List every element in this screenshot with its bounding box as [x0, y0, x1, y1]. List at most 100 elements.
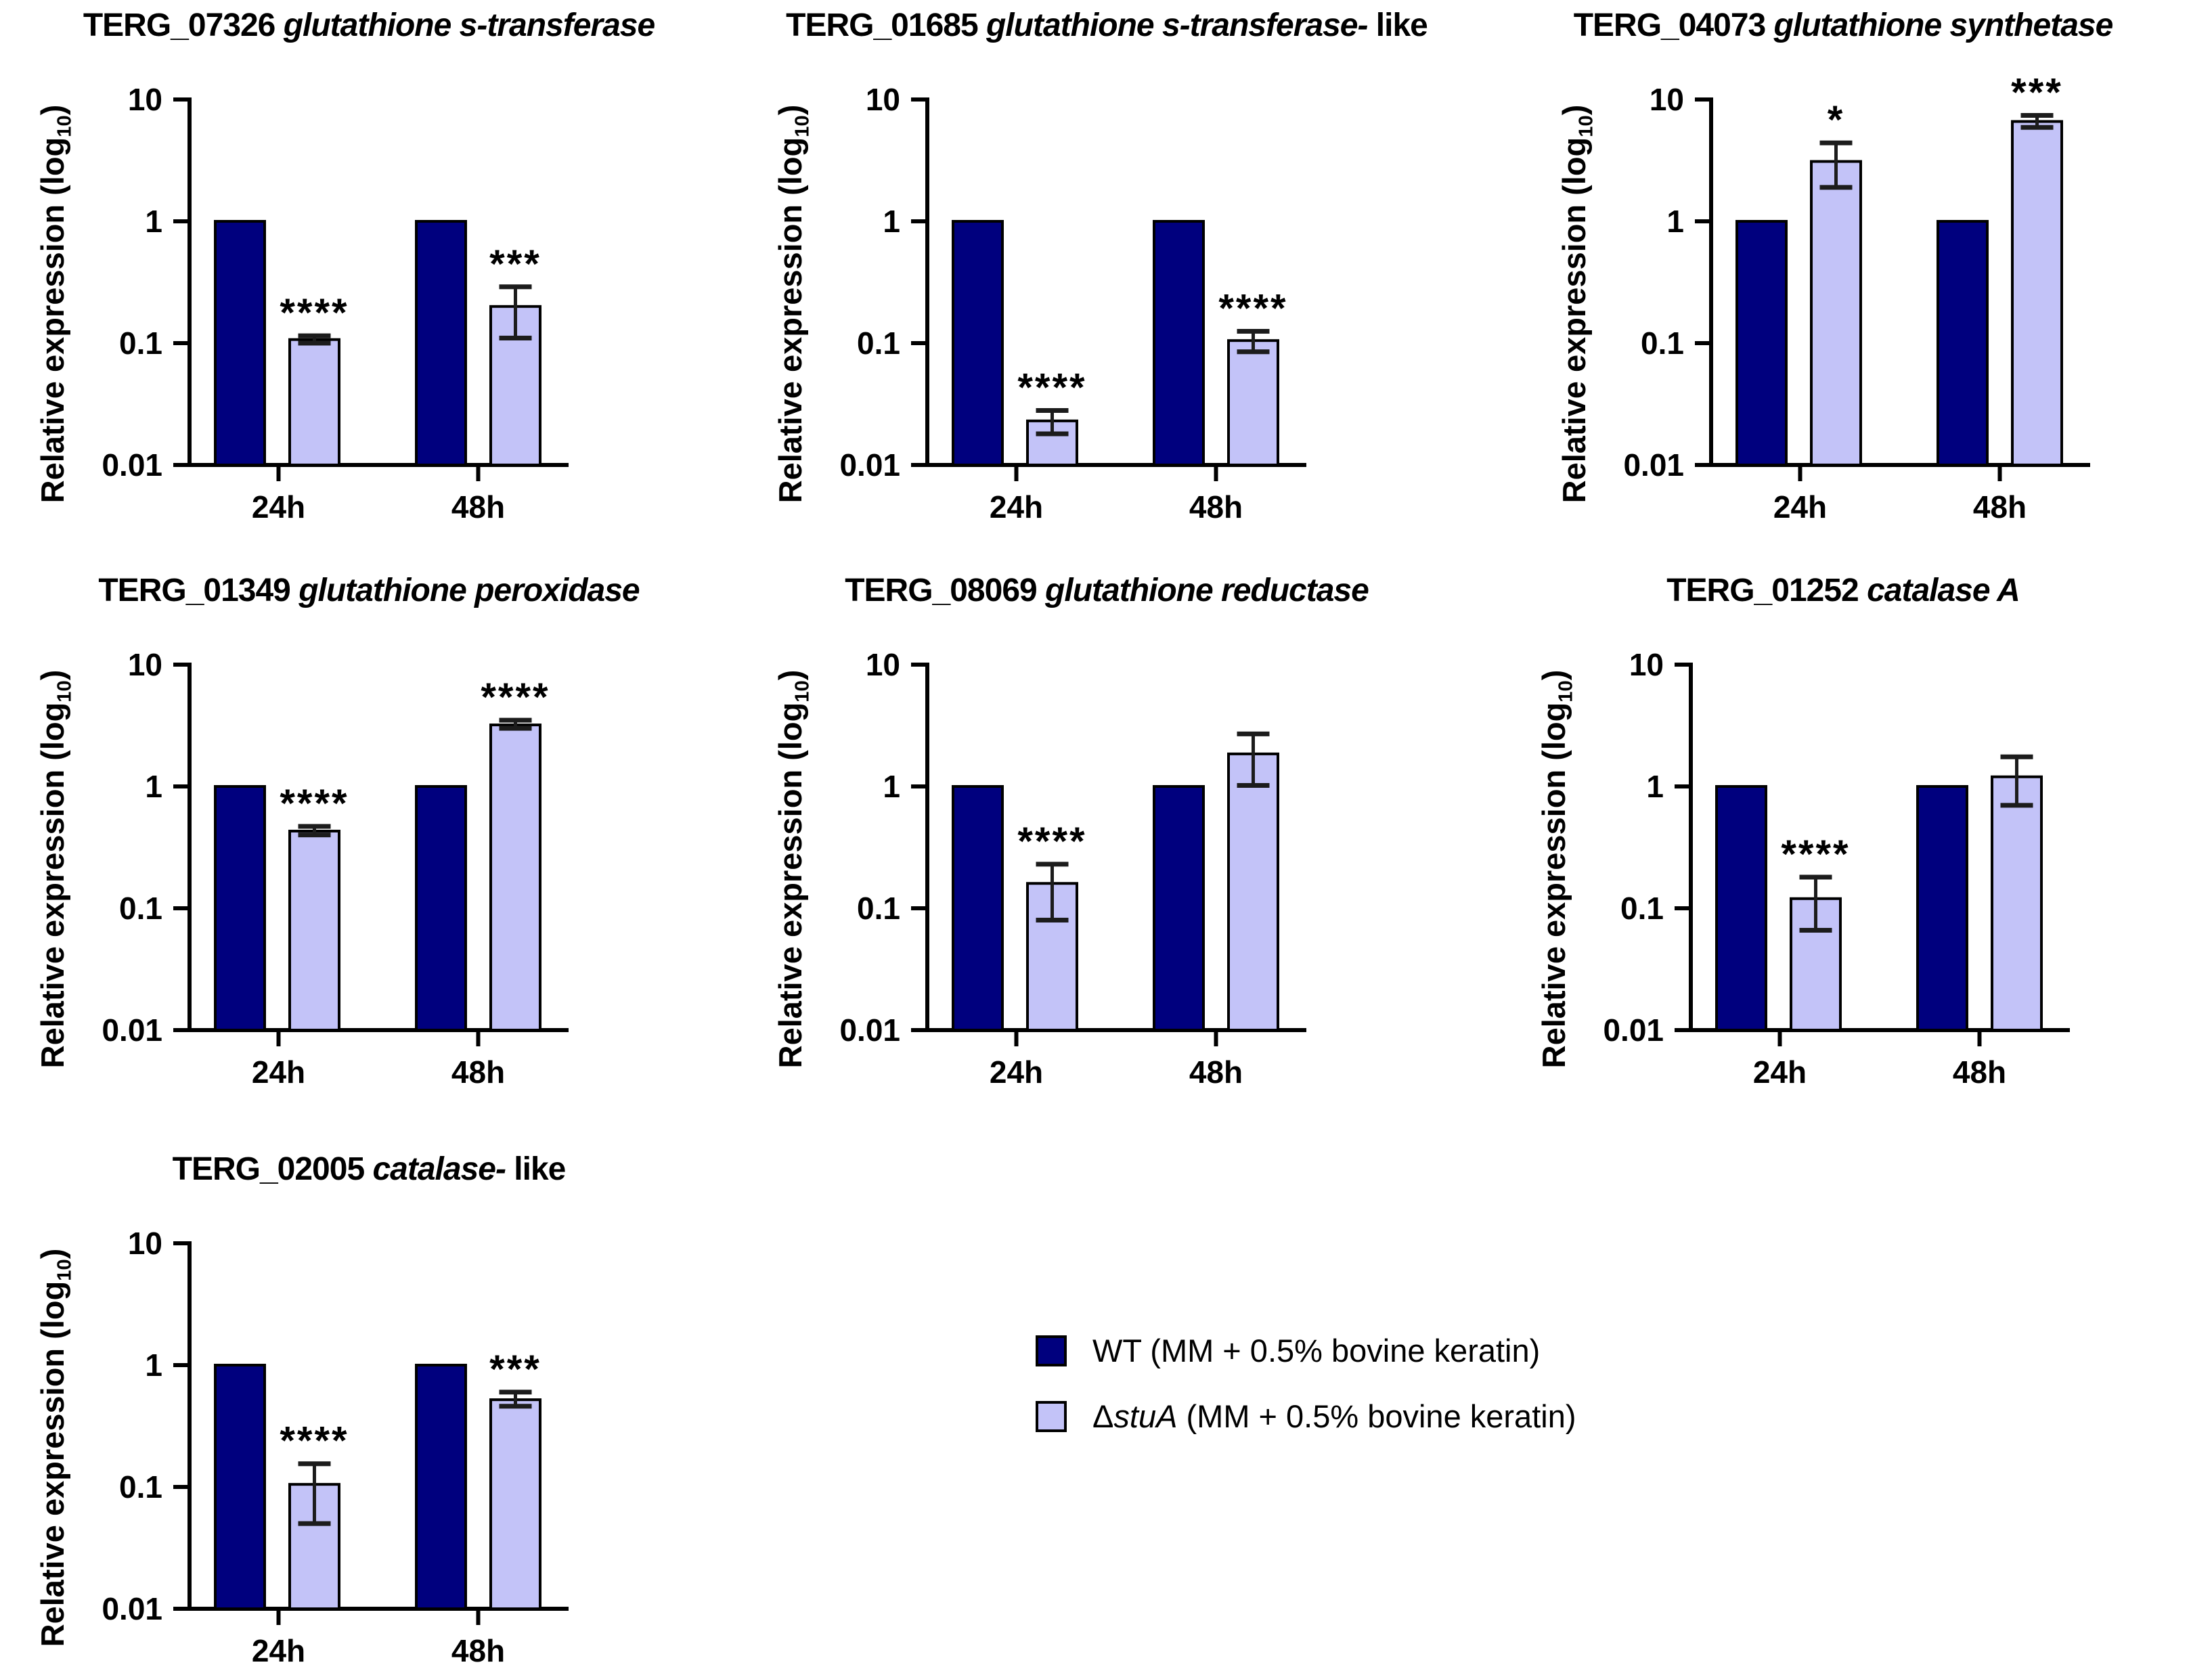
wt-bar-48h [1916, 785, 1968, 1031]
stuA-bar-48h [489, 1398, 541, 1610]
x-tick-label: 24h [990, 489, 1043, 525]
x-tick-label: 24h [1773, 489, 1827, 525]
wt-bar-24h [1735, 220, 1788, 466]
significance-stars: *** [489, 242, 541, 286]
chart-title: TERG_01252 catalase A [1474, 572, 2212, 609]
y-tick-label: 10 [128, 1226, 162, 1261]
gene-id: TERG_01252 [1666, 573, 1867, 608]
wt-bar-48h [415, 220, 467, 466]
chart-title: TERG_04073 glutathione synthetase [1474, 7, 2212, 44]
wt-bar-24h [214, 220, 266, 466]
gene-name: glutathione peroxidase [298, 573, 640, 608]
y-tick-label: 0.1 [1620, 891, 1664, 926]
significance-stars: **** [1017, 820, 1086, 864]
y-tick-label: 0.01 [102, 447, 162, 483]
wt-bar-48h [415, 1364, 467, 1610]
significance-stars: *** [2011, 71, 2063, 115]
gene-name: glutathione synthetase [1773, 7, 2114, 43]
gene-name: glutathione reductase [1045, 573, 1369, 608]
chart-title: TERG_02005 catalase- like [0, 1151, 738, 1188]
y-tick-label: 1 [883, 204, 900, 239]
y-tick-label: 0.1 [857, 326, 900, 361]
wt-bar-48h [1153, 220, 1205, 466]
chart-title: TERG_01685 glutathione s-transferase- li… [738, 7, 1476, 44]
chart-terg-01685: TERG_01685 glutathione s-transferase- li… [738, 0, 1476, 541]
x-tick-label: 24h [1753, 1054, 1807, 1090]
y-tick-label: 10 [128, 82, 162, 117]
y-tick-label: 1 [145, 1348, 162, 1383]
y-tick-label: 0.01 [839, 447, 900, 483]
y-tick-label: 1 [883, 769, 900, 804]
stuA-bar-48h [1227, 339, 1279, 466]
stuA-bar-48h [2011, 120, 2063, 466]
significance-stars: **** [481, 675, 550, 719]
stuA-bar-24h [288, 829, 340, 1031]
chart-title: TERG_08069 glutathione reductase [738, 572, 1476, 609]
y-tick-label: 10 [866, 647, 900, 682]
gene-name: catalase- [372, 1151, 506, 1187]
y-tick-label: 0.1 [119, 891, 162, 926]
bar-plot: 10 1 0.1 0.01 24h 48h **** **** [839, 82, 1306, 525]
y-tick-label: 10 [866, 82, 900, 117]
gene-id: TERG_04073 [1573, 7, 1774, 43]
significance-stars: **** [1218, 287, 1287, 331]
stuA-bar-24h [1810, 160, 1862, 466]
significance-stars: **** [280, 782, 349, 826]
stuA-bar-24h [288, 338, 340, 466]
legend-label-wt: WT (MM + 0.5% bovine keratin) [1092, 1333, 1541, 1368]
chart-title: TERG_01349 glutathione peroxidase [0, 572, 738, 609]
wt-bar-24h [214, 785, 266, 1031]
x-tick-label: 24h [252, 1054, 305, 1090]
x-tick-label: 48h [451, 1633, 505, 1668]
x-tick-label: 48h [1189, 489, 1243, 525]
chart-title: TERG_07326 glutathione s-transferase [0, 7, 738, 44]
wt-bar-24h [214, 1364, 266, 1610]
legend-item-wt: WT (MM + 0.5% bovine keratin) [1036, 1332, 1576, 1369]
chart-terg-01252: TERG_01252 catalase A Relative expressio… [1474, 565, 2212, 1107]
y-tick-label: 0.01 [102, 1591, 162, 1626]
gene-id: TERG_01685 [786, 7, 986, 43]
gene-name: glutathione s-transferase [283, 7, 655, 43]
gene-id: TERG_07326 [83, 7, 284, 43]
stuA-color-swatch [1036, 1400, 1067, 1432]
legend-item-stuA: ΔstuA (MM + 0.5% bovine keratin) [1036, 1398, 1576, 1435]
y-tick-label: 0.1 [1641, 326, 1684, 361]
significance-stars: **** [1781, 832, 1850, 876]
x-tick-label: 48h [451, 489, 505, 525]
significance-stars: * [1828, 98, 1845, 142]
gene-id: TERG_01349 [98, 573, 299, 608]
y-tick-label: 1 [1646, 769, 1664, 804]
legend-label-stuA: ΔstuA (MM + 0.5% bovine keratin) [1092, 1398, 1576, 1434]
y-tick-label: 1 [145, 204, 162, 239]
wt-bar-24h [952, 220, 1004, 466]
wt-bar-48h [1937, 220, 1989, 466]
x-tick-label: 24h [252, 489, 305, 525]
chart-terg-02005: TERG_02005 catalase- like Relative expre… [0, 1144, 738, 1669]
chart-terg-04073: TERG_04073 glutathione synthetase Relati… [1474, 0, 2212, 541]
y-tick-label: 1 [145, 769, 162, 804]
y-tick-label: 10 [128, 647, 162, 682]
chart-terg-08069: TERG_08069 glutathione reductase Relativ… [738, 565, 1476, 1107]
y-tick-label: 0.01 [1623, 447, 1684, 483]
stuA-bar-48h [1991, 775, 2043, 1031]
legend: WT (MM + 0.5% bovine keratin) ΔstuA (MM … [1036, 1332, 1576, 1463]
gene-id: TERG_08069 [845, 573, 1046, 608]
bar-plot: 10 1 0.1 0.01 24h 48h **** **** [102, 647, 569, 1090]
y-tick-label: 10 [1650, 82, 1684, 117]
y-tick-label: 0.01 [1603, 1012, 1664, 1048]
x-tick-label: 24h [252, 1633, 305, 1668]
y-tick-label: 1 [1666, 204, 1684, 239]
x-tick-label: 48h [1973, 489, 2027, 525]
y-tick-label: 0.01 [102, 1012, 162, 1048]
x-tick-label: 48h [451, 1054, 505, 1090]
y-tick-label: 0.1 [119, 326, 162, 361]
y-tick-label: 0.1 [119, 1469, 162, 1505]
gene-name: catalase A [1867, 573, 2020, 608]
y-tick-label: 10 [1629, 647, 1664, 682]
